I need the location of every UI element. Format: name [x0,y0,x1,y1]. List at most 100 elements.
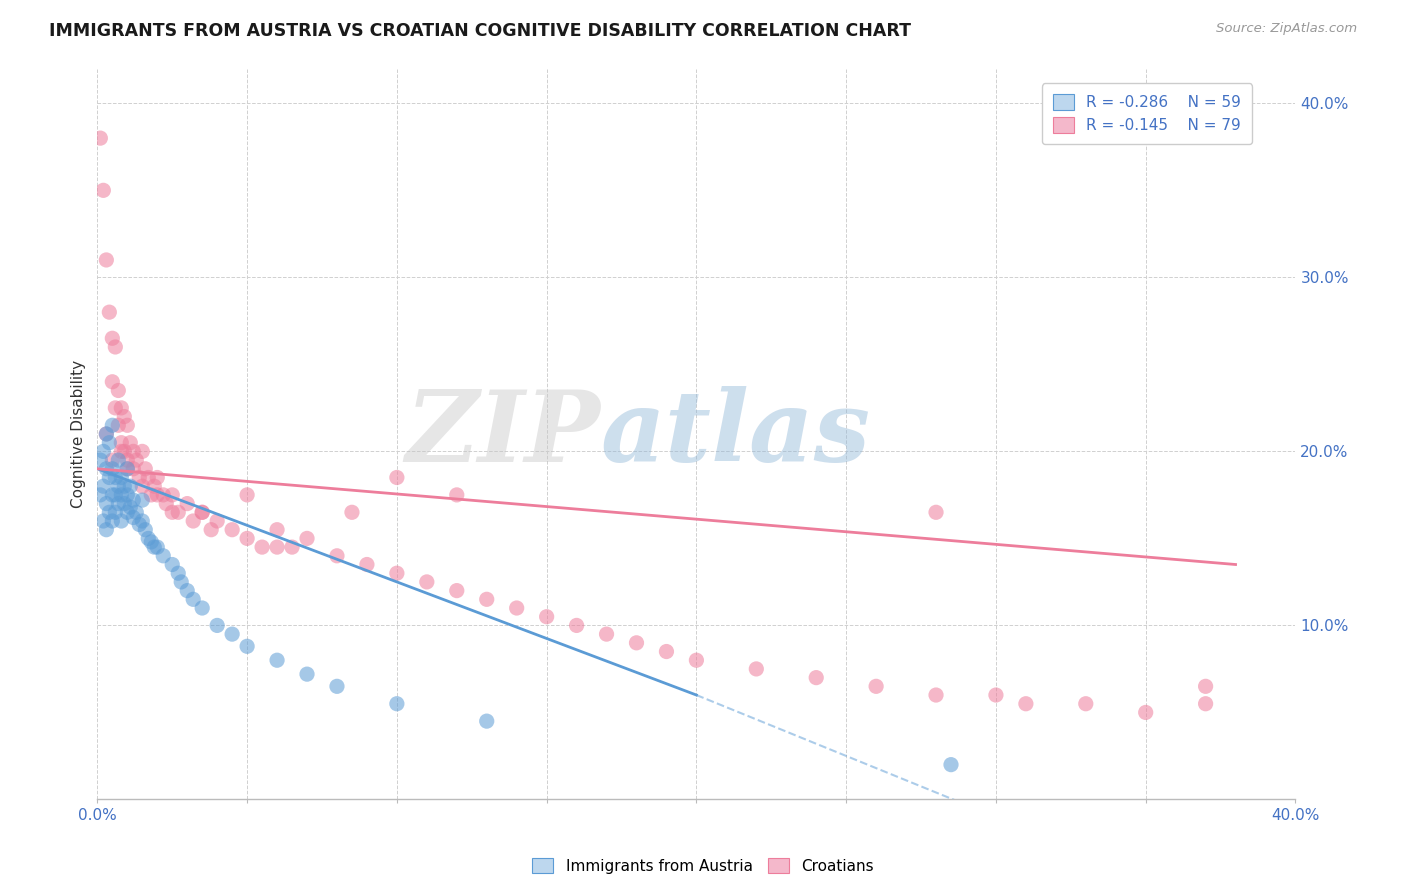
Point [110,470,132,484]
Point [266,540,288,554]
Point [104,340,127,354]
Point [925,688,948,702]
Point [117,462,139,476]
Point [385,470,408,484]
Point [136,470,159,484]
Point [143,479,166,493]
Point [446,488,468,502]
Point [475,592,498,607]
Point [160,505,183,519]
Point [128,517,150,532]
Point [107,384,129,398]
Point [134,462,156,476]
Point [131,479,153,493]
Point [96,427,118,442]
Point [120,479,142,493]
Point [1135,706,1157,720]
Point [170,574,193,589]
Point [112,479,135,493]
Legend: R = -0.286    N = 59, R = -0.145    N = 79: R = -0.286 N = 59, R = -0.145 N = 79 [1042,84,1251,144]
Point [104,401,127,415]
Point [101,453,124,467]
Point [93,444,115,458]
Point [101,418,124,433]
Point [101,375,124,389]
Point [250,540,273,554]
Point [143,540,166,554]
Point [112,497,135,511]
Point [295,667,318,681]
Point [685,653,707,667]
Point [865,679,887,693]
Point [281,540,304,554]
Point [1015,697,1038,711]
Point [155,497,177,511]
Point [128,470,150,484]
Point [340,505,363,519]
Point [110,488,132,502]
Y-axis label: Cognitive Disability: Cognitive Disability [72,360,86,508]
Point [110,444,132,458]
Point [98,435,121,450]
Point [385,697,408,711]
Point [96,252,118,267]
Point [93,479,115,493]
Point [236,532,259,546]
Point [141,488,163,502]
Point [107,453,129,467]
Point [446,583,468,598]
Point [101,488,124,502]
Point [152,488,174,502]
Point [806,671,828,685]
Point [416,574,439,589]
Point [236,640,259,654]
Point [565,618,588,632]
Point [181,592,204,607]
Point [96,427,118,442]
Point [221,627,243,641]
Point [475,714,498,728]
Point [167,566,190,581]
Point [98,305,121,319]
Point [120,435,142,450]
Point [1194,697,1216,711]
Point [176,497,198,511]
Point [1074,697,1097,711]
Point [536,609,558,624]
Point [96,497,118,511]
Point [167,505,190,519]
Point [505,601,527,615]
Point [136,532,159,546]
Point [107,497,129,511]
Point [160,488,183,502]
Point [221,523,243,537]
Point [96,523,118,537]
Point [122,510,145,524]
Point [205,618,228,632]
Point [93,183,115,197]
Point [107,418,129,433]
Text: atlas: atlas [600,385,870,483]
Point [117,418,139,433]
Point [176,583,198,598]
Point [925,505,948,519]
Point [745,662,768,676]
Point [266,653,288,667]
Point [101,331,124,345]
Point [131,514,153,528]
Point [89,131,111,145]
Point [181,514,204,528]
Point [146,540,169,554]
Point [626,636,648,650]
Point [131,444,153,458]
Point [1194,679,1216,693]
Point [146,488,169,502]
Point [266,523,288,537]
Point [101,462,124,476]
Point [205,514,228,528]
Point [200,523,222,537]
Point [117,462,139,476]
Point [117,488,139,502]
Point [295,532,318,546]
Point [107,479,129,493]
